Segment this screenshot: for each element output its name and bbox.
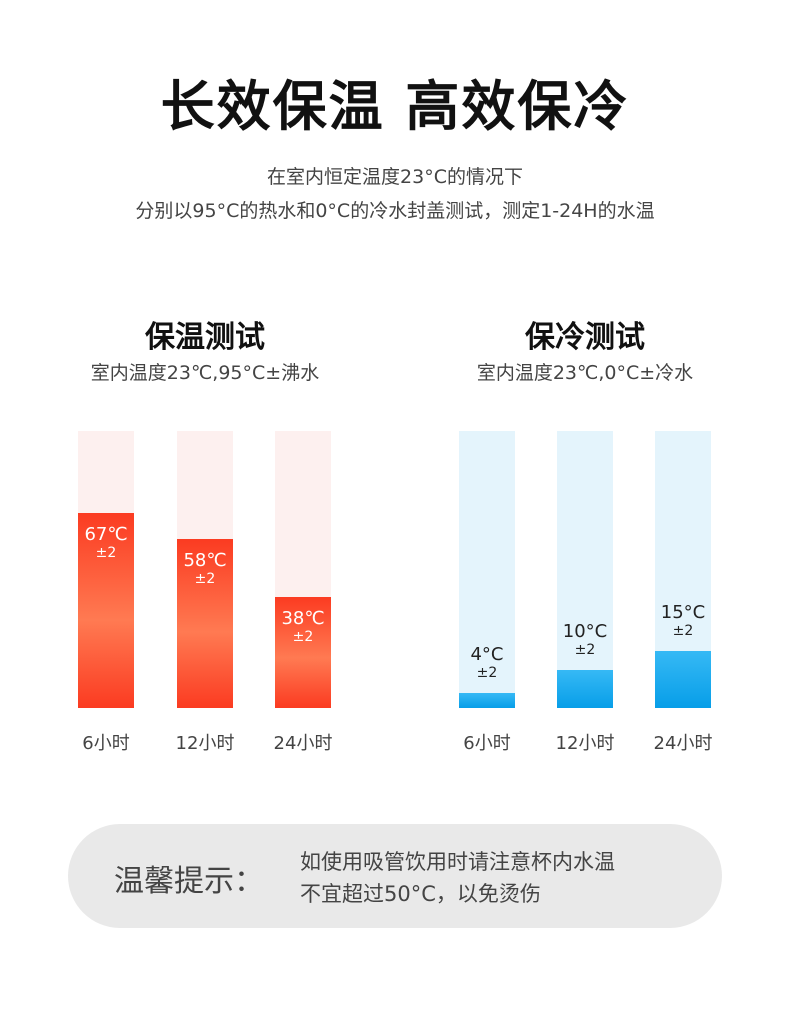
bar-value-text: 10°C <box>562 621 608 642</box>
bar-column-6h: 4°C ±2 6小时 <box>459 431 515 754</box>
tip-title: 温馨提示： <box>114 864 264 899</box>
subtitle-line-2: 分别以95°C的热水和0°C的冷水封盖测试，测定1-24H的水温 <box>135 200 655 222</box>
bar-value-label: 4°C ±2 <box>447 644 527 682</box>
bar-column-24h: 38℃ ±2 24小时 <box>274 431 332 754</box>
bar-tolerance-text: ±2 <box>194 571 216 587</box>
bar-tolerance-text: ±2 <box>476 665 498 681</box>
tip-box: 温馨提示： 如使用吸管饮用时请注意杯内水温 不宜超过50°C，以免烫伤 <box>68 824 722 928</box>
category-label: 24小时 <box>273 733 333 754</box>
bar-track <box>459 431 515 708</box>
cold-retention-chart: 保冷测试 室内温度23℃,0°C±冷水 4°C ±2 6小时 10°C ±2 1… <box>435 0 735 780</box>
page-title: 长效保温 高效保冷 <box>160 75 630 138</box>
chart-subtitle: 室内温度23℃,95°C±沸水 <box>90 362 320 384</box>
bar-6h <box>78 513 134 708</box>
bar-value-text: 38℃ <box>281 608 325 629</box>
bar-column-24h: 15°C ±2 24小时 <box>654 431 712 754</box>
bar-12h <box>557 670 613 708</box>
tip-line-1: 如使用吸管饮用时请注意杯内水温 <box>300 850 615 874</box>
bar-track <box>655 431 711 708</box>
bar-tolerance-text: ±2 <box>672 623 694 639</box>
bar-value-label: 10°C ±2 <box>545 621 625 659</box>
bar-track <box>275 431 331 708</box>
category-label: 6小时 <box>82 733 130 754</box>
bar-24h <box>655 651 711 708</box>
bar-24h <box>275 597 331 708</box>
bar-track <box>78 431 134 708</box>
bar-value-text: 4°C <box>470 644 504 665</box>
bar-value-label: 15°C ±2 <box>643 602 723 640</box>
heat-retention-chart: 保温测试 室内温度23℃,95°C±沸水 67℃ ±2 6小时 58℃ ±2 1… <box>55 0 355 780</box>
category-label: 12小时 <box>175 733 235 754</box>
bar-value-label: 38℃ ±2 <box>263 608 343 646</box>
bar-track <box>557 431 613 708</box>
subtitle-line-1: 在室内恒定温度23°C的情况下 <box>267 166 523 188</box>
bar-value-label: 58℃ ±2 <box>165 550 245 588</box>
bar-tolerance-text: ±2 <box>95 545 117 561</box>
bar-tolerance-text: ±2 <box>574 642 596 658</box>
category-label: 12小时 <box>555 733 615 754</box>
bar-12h <box>177 539 233 708</box>
bar-column-12h: 58℃ ±2 12小时 <box>176 431 234 754</box>
category-label: 24小时 <box>653 733 713 754</box>
bar-track <box>177 431 233 708</box>
bar-column-12h: 10°C ±2 12小时 <box>556 431 614 754</box>
category-label: 6小时 <box>463 733 511 754</box>
chart-title: 保冷测试 <box>525 320 645 355</box>
bar-tolerance-text: ±2 <box>292 629 314 645</box>
chart-title: 保温测试 <box>145 320 265 355</box>
bar-value-text: 67℃ <box>84 524 128 545</box>
bar-value-label: 67℃ ±2 <box>66 524 146 562</box>
bar-column-6h: 67℃ ±2 6小时 <box>78 431 134 754</box>
bar-value-text: 58℃ <box>183 550 227 571</box>
bar-6h <box>459 693 515 708</box>
tip-line-2: 不宜超过50°C，以免烫伤 <box>300 882 541 906</box>
chart-subtitle: 室内温度23℃,0°C±冷水 <box>476 362 694 384</box>
bar-value-text: 15°C <box>660 602 706 623</box>
